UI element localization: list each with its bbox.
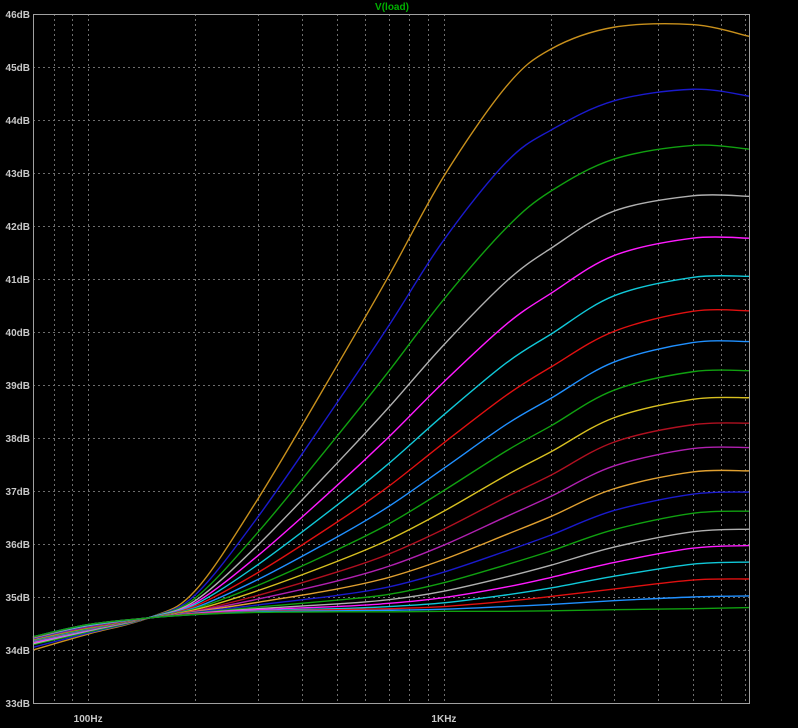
y-tick-label: 44dB (6, 116, 30, 127)
trace-line-21[interactable] (32, 606, 750, 638)
y-tick-label: 37dB (6, 487, 30, 498)
y-tick-label: 41dB (6, 275, 30, 286)
y-tick-label: 46dB (6, 10, 30, 21)
y-tick-label: 40dB (6, 328, 30, 339)
y-tick-label: 36dB (6, 540, 30, 551)
plot-frame (33, 14, 750, 704)
traces (32, 23, 750, 651)
y-tick-label: 34dB (6, 646, 30, 657)
y-tick-label: 39dB (6, 381, 30, 392)
y-tick-label: 38dB (6, 434, 30, 445)
y-tick-label: 45dB (6, 63, 30, 74)
x-tick-label: 100Hz (74, 714, 103, 725)
trace-title[interactable]: V(load) (375, 2, 409, 13)
y-axis-tick-labels: 46dB 45dB 44dB 43dB 42dB 41dB 40dB 39dB 38dB 37dB… (6, 10, 30, 710)
y-tick-label: 42dB (6, 222, 30, 233)
y-tick-label: 35dB (6, 593, 30, 604)
y-tick-label: 33dB (6, 699, 30, 710)
x-tick-label: 1KHz (431, 714, 456, 725)
y-tick-label: 43dB (6, 169, 30, 180)
x-axis-tick-labels: 100Hz 1KHz (74, 714, 457, 725)
